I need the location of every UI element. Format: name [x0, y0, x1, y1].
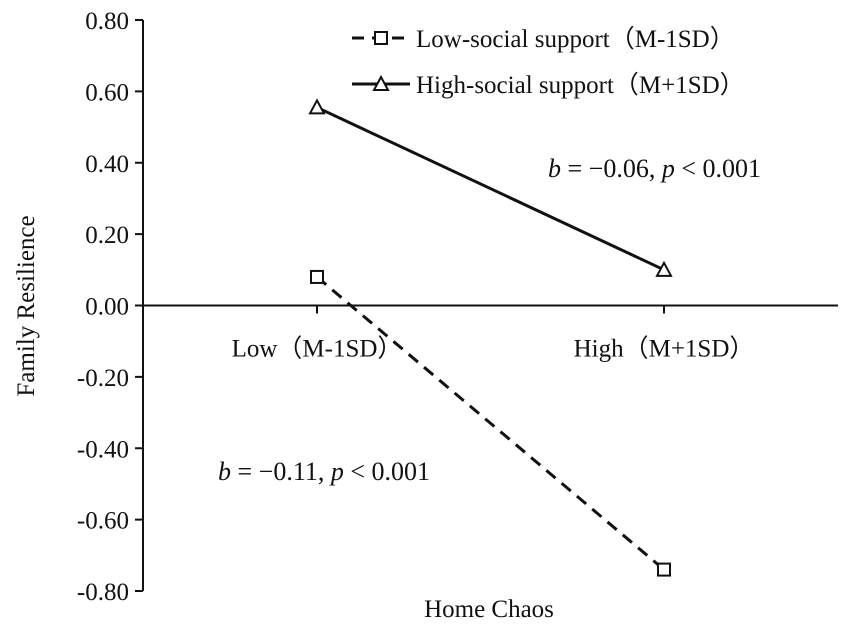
- annotation-low-slope: b = −0.11, p < 0.001: [218, 457, 430, 486]
- legend-label-low-support: Low-social support（M-1SD）: [416, 25, 735, 53]
- series-line-low-support: [316, 275, 665, 571]
- y-tick-label: 0.00: [85, 294, 129, 321]
- legend: Low-social support（M-1SD） High-social sup…: [352, 25, 745, 99]
- data-point-low-support-1: [657, 562, 671, 577]
- x-tick-label: High（M+1SD）: [574, 335, 755, 363]
- y-tick-label: -0.20: [77, 365, 129, 392]
- y-tick-label: -0.60: [77, 508, 129, 535]
- y-axis: 0.80 0.60 0.40 0.20 0.00 -0.20 -0.40 -0.60 -0.80: [77, 8, 144, 606]
- x-tick-label: Low（M-1SD）: [232, 335, 403, 363]
- series-line-high-support: [316, 106, 665, 272]
- y-tick-label: 0.20: [85, 222, 129, 249]
- data-point-high-support-0: [308, 98, 326, 115]
- legend-label-high-support: High-social support（M+1SD）: [416, 71, 745, 99]
- legend-marker-low-support: [374, 31, 388, 45]
- legend-marker-high-support: [372, 74, 390, 91]
- series-layer: [308, 98, 673, 577]
- y-axis-title: Family Resilience: [13, 215, 40, 396]
- data-point-low-support-0: [310, 269, 324, 284]
- y-tick-label: 0.80: [85, 8, 129, 35]
- y-tick-label: -0.80: [77, 579, 129, 606]
- x-axis-title: Home Chaos: [424, 596, 554, 623]
- data-point-high-support-1: [655, 260, 673, 277]
- y-tick-label: 0.40: [85, 151, 129, 178]
- x-axis: Low（M-1SD） High（M+1SD）: [143, 304, 838, 363]
- y-tick-label: 0.60: [85, 79, 129, 106]
- y-tick-label: -0.40: [77, 436, 129, 463]
- annotation-high-slope: b = −0.06, p < 0.001: [548, 154, 761, 183]
